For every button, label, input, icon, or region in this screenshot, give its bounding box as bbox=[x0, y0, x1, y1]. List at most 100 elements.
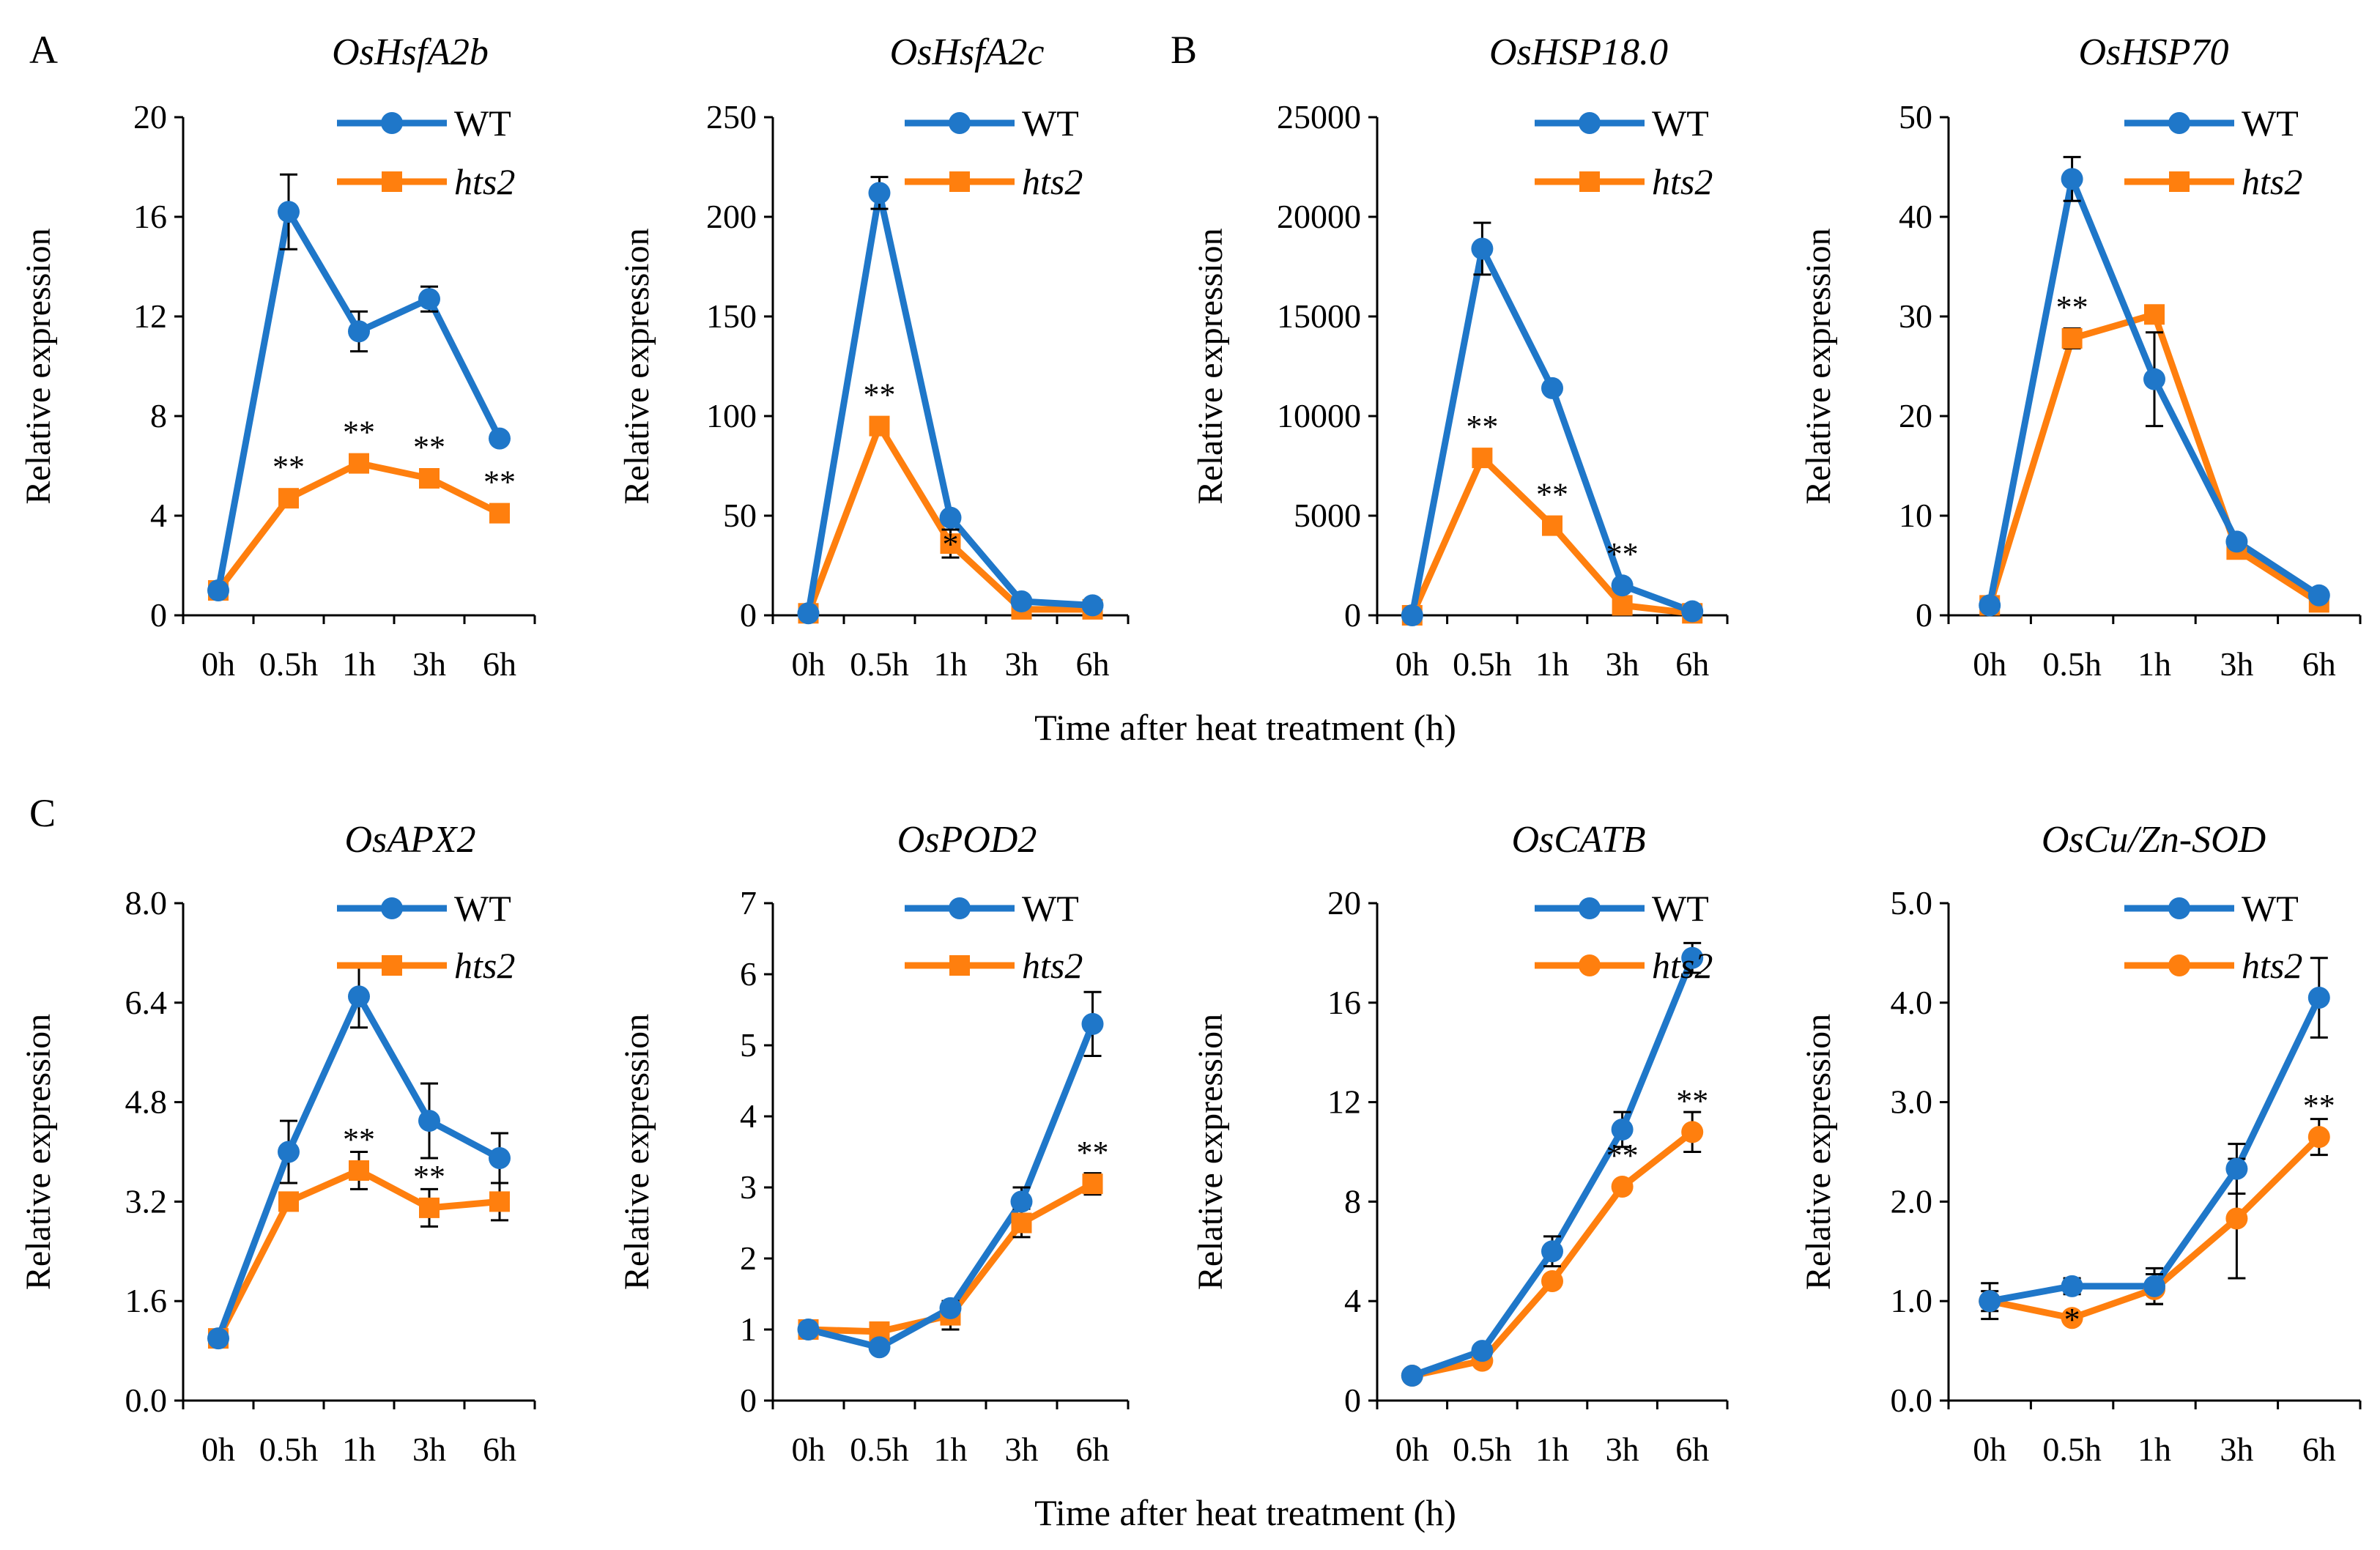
chart-title: OsAPX2 bbox=[344, 819, 475, 861]
legend-label-hts2: hts2 bbox=[1652, 945, 1713, 986]
significance-mark: ** bbox=[2303, 1088, 2335, 1124]
point-WT bbox=[489, 427, 511, 450]
x-tick-label: 3h bbox=[412, 645, 446, 683]
point-hts2 bbox=[1612, 595, 1633, 616]
x-tick-label: 6h bbox=[1675, 645, 1709, 683]
x-tick-label: 1h bbox=[2138, 645, 2171, 683]
legend-marker-WT bbox=[381, 897, 403, 919]
point-hts2 bbox=[489, 1191, 510, 1212]
y-tick-label: 4 bbox=[150, 497, 167, 534]
legend-label-WT: WT bbox=[1022, 103, 1079, 144]
point-WT bbox=[489, 1146, 511, 1169]
y-tick-label: 0 bbox=[1916, 596, 1932, 634]
significance-mark: ** bbox=[1606, 1138, 1639, 1173]
point-WT bbox=[1681, 946, 1704, 969]
x-tick-label: 0h bbox=[1395, 1431, 1429, 1468]
point-WT bbox=[207, 579, 229, 601]
point-hts2 bbox=[278, 488, 299, 509]
point-WT bbox=[418, 1110, 440, 1132]
legend-marker-hts2 bbox=[949, 171, 970, 192]
y-tick-label: 0.0 bbox=[125, 1382, 168, 1419]
y-tick-label: 50 bbox=[1899, 98, 1932, 136]
point-hts2 bbox=[419, 1197, 440, 1218]
x-tick-label: 0.5h bbox=[2042, 645, 2102, 683]
legend-marker-WT bbox=[1579, 897, 1601, 919]
legend-label-hts2: hts2 bbox=[2242, 945, 2302, 986]
significance-mark: ** bbox=[864, 377, 896, 413]
x-axis-title-bottom: Time after heat treatment (h) bbox=[1034, 1492, 1456, 1533]
y-axis-label: Relative expression bbox=[1191, 228, 1230, 504]
y-tick-label: 10000 bbox=[1277, 397, 1361, 434]
significance-mark: ** bbox=[483, 464, 516, 500]
significance-mark: * bbox=[2064, 1302, 2080, 1338]
x-tick-label: 0.5h bbox=[850, 645, 909, 683]
y-tick-label: 0 bbox=[150, 596, 167, 634]
point-hts2 bbox=[1611, 1176, 1634, 1198]
legend-marker-hts2 bbox=[1579, 171, 1600, 192]
x-tick-label: 6h bbox=[1675, 1431, 1709, 1468]
y-tick-label: 12 bbox=[133, 297, 167, 335]
point-WT bbox=[348, 320, 370, 343]
legend-label-hts2: hts2 bbox=[1022, 161, 1083, 202]
point-WT bbox=[1010, 590, 1033, 612]
significance-mark: ** bbox=[413, 1159, 445, 1195]
point-WT bbox=[2143, 1275, 2165, 1297]
x-axis-title-top: Time after heat treatment (h) bbox=[1034, 707, 1456, 748]
y-tick-label: 50 bbox=[723, 497, 757, 534]
legend-marker-hts2 bbox=[1579, 954, 1601, 976]
y-tick-label: 0 bbox=[1344, 1382, 1361, 1419]
point-WT bbox=[2307, 584, 2330, 607]
point-hts2 bbox=[489, 503, 510, 524]
point-hts2 bbox=[940, 533, 961, 555]
y-tick-label: 150 bbox=[706, 297, 757, 335]
point-WT bbox=[1401, 1365, 1423, 1387]
y-axis-label: Relative expression bbox=[19, 228, 58, 504]
y-tick-label: 16 bbox=[133, 198, 167, 235]
x-tick-label: 0.5h bbox=[1453, 645, 1512, 683]
point-WT bbox=[1471, 1340, 1494, 1362]
point-hts2 bbox=[1542, 515, 1562, 536]
point-WT bbox=[2061, 168, 2083, 190]
point-WT bbox=[797, 1319, 820, 1341]
point-hts2 bbox=[349, 453, 369, 474]
point-WT bbox=[207, 1327, 229, 1350]
legend-marker-WT bbox=[2168, 112, 2190, 134]
y-tick-label: 4.8 bbox=[125, 1083, 168, 1121]
x-tick-label: 3h bbox=[2220, 645, 2253, 683]
point-WT bbox=[1081, 594, 1104, 617]
y-axis-label: Relative expression bbox=[1799, 228, 1838, 504]
y-tick-label: 25000 bbox=[1277, 98, 1361, 136]
chart-title: OsCu/Zn-SOD bbox=[2042, 819, 2266, 861]
panel-letter-c: C bbox=[29, 791, 56, 835]
point-WT bbox=[418, 288, 440, 311]
x-tick-label: 1h bbox=[342, 1431, 376, 1468]
significance-mark: ** bbox=[1676, 1083, 1708, 1119]
y-tick-label: 3.0 bbox=[1891, 1083, 1933, 1121]
point-WT bbox=[278, 1141, 300, 1163]
x-tick-label: 3h bbox=[1005, 1431, 1039, 1468]
legend-label-WT: WT bbox=[454, 103, 511, 144]
legend-label-WT: WT bbox=[2242, 103, 2299, 144]
legend-marker-WT bbox=[949, 897, 971, 919]
y-tick-label: 4 bbox=[740, 1097, 757, 1135]
x-tick-label: 0h bbox=[792, 1431, 826, 1468]
y-tick-label: 16 bbox=[1327, 984, 1361, 1021]
x-tick-label: 3h bbox=[1606, 1431, 1639, 1468]
significance-mark: * bbox=[943, 527, 959, 563]
point-hts2 bbox=[349, 1160, 369, 1181]
y-tick-label: 0 bbox=[740, 1382, 757, 1419]
y-tick-label: 8.0 bbox=[125, 884, 168, 922]
significance-mark: ** bbox=[343, 415, 375, 450]
x-tick-label: 3h bbox=[2220, 1431, 2253, 1468]
point-WT bbox=[2143, 368, 2165, 390]
chart-8: OsCu/Zn-SOD Relative expression 0.0 1.0 2.0 3… bbox=[1799, 819, 2362, 1468]
y-axis-label: Relative expression bbox=[618, 228, 656, 504]
chart-title: OsHsfA2b bbox=[332, 31, 489, 73]
x-tick-label: 1h bbox=[2138, 1431, 2171, 1468]
x-tick-label: 1h bbox=[1535, 1431, 1569, 1468]
point-hts2 bbox=[2061, 1307, 2083, 1330]
chart-4: OsHSP70 Relative expression 0 10 20 30 40 50 0h 0… bbox=[1799, 31, 2362, 683]
y-tick-label: 0.0 bbox=[1891, 1382, 1933, 1419]
legend-label-hts2: hts2 bbox=[2242, 161, 2302, 202]
